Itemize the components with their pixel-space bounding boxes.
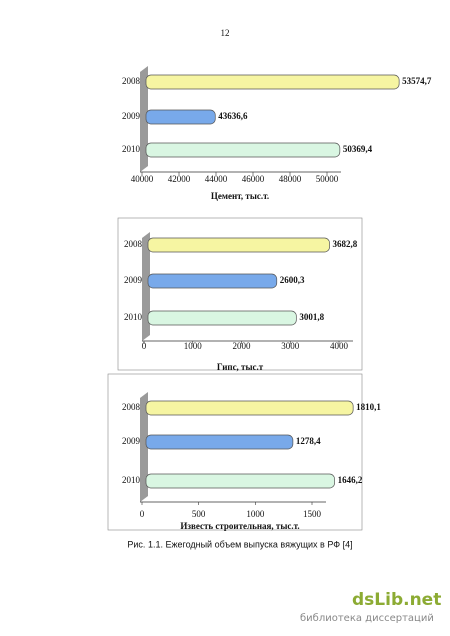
x-tick-label: 1000 <box>184 341 203 351</box>
x-tick-label: 1000 <box>246 509 265 519</box>
bar <box>145 142 341 158</box>
x-tick-label: 2000 <box>233 341 252 351</box>
bar <box>145 473 335 489</box>
x-tick-label: 48000 <box>279 174 302 184</box>
x-tick-label: 0 <box>140 509 145 519</box>
category-label: 2009 <box>124 275 143 285</box>
x-tick-label: 4000 <box>330 341 349 351</box>
bar <box>145 109 216 125</box>
bar <box>147 273 278 289</box>
x-tick-label: 1500 <box>303 509 322 519</box>
chart-title: Цемент, тыс.т. <box>211 191 269 201</box>
x-tick-label: 42000 <box>168 174 191 184</box>
page-number: 12 <box>221 28 230 38</box>
category-label: 2008 <box>122 76 141 86</box>
frame <box>107 373 363 531</box>
category-label: 2008 <box>124 239 143 249</box>
bar <box>147 237 330 253</box>
value-label: 50369,4 <box>343 144 373 154</box>
caption: Рис. 1.1. Ежегодный объем выпуска вяжущи… <box>127 539 352 549</box>
value-label: 3682,8 <box>333 239 358 249</box>
wall <box>142 232 150 341</box>
x-tick-label: 44000 <box>205 174 228 184</box>
value-label: 1278,4 <box>296 436 321 446</box>
value-label: 3001,8 <box>299 312 324 322</box>
value-label: 43636,6 <box>218 111 248 121</box>
category-label: 2010 <box>122 144 141 154</box>
bar <box>145 74 400 90</box>
bar <box>145 434 294 450</box>
category-label: 2010 <box>124 312 143 322</box>
x-tick-label: 3000 <box>281 341 300 351</box>
category-label: 2008 <box>122 402 141 412</box>
chart-title: Известь строительная, тыс.т. <box>180 521 299 531</box>
watermark-subtitle: библиотека диссертаций <box>300 613 434 624</box>
x-tick-label: 500 <box>192 509 206 519</box>
category-label: 2009 <box>122 436 141 446</box>
watermark-logo: dsLib.net <box>352 590 441 610</box>
x-tick-label: 46000 <box>242 174 265 184</box>
x-tick-label: 50000 <box>316 174 339 184</box>
value-label: 1646,2 <box>338 475 363 485</box>
frame <box>117 217 363 371</box>
x-tick-label: 40000 <box>131 174 154 184</box>
value-label: 53574,7 <box>402 76 432 86</box>
value-label: 1810,1 <box>356 402 381 412</box>
chart-title: Гипс, тыс.т <box>217 362 264 372</box>
bar <box>145 400 354 416</box>
category-label: 2010 <box>122 475 141 485</box>
value-label: 2600,3 <box>280 275 305 285</box>
x-tick-label: 0 <box>142 341 147 351</box>
bar <box>147 310 297 326</box>
wall <box>140 66 148 172</box>
wall <box>140 392 148 502</box>
category-label: 2009 <box>122 111 141 121</box>
